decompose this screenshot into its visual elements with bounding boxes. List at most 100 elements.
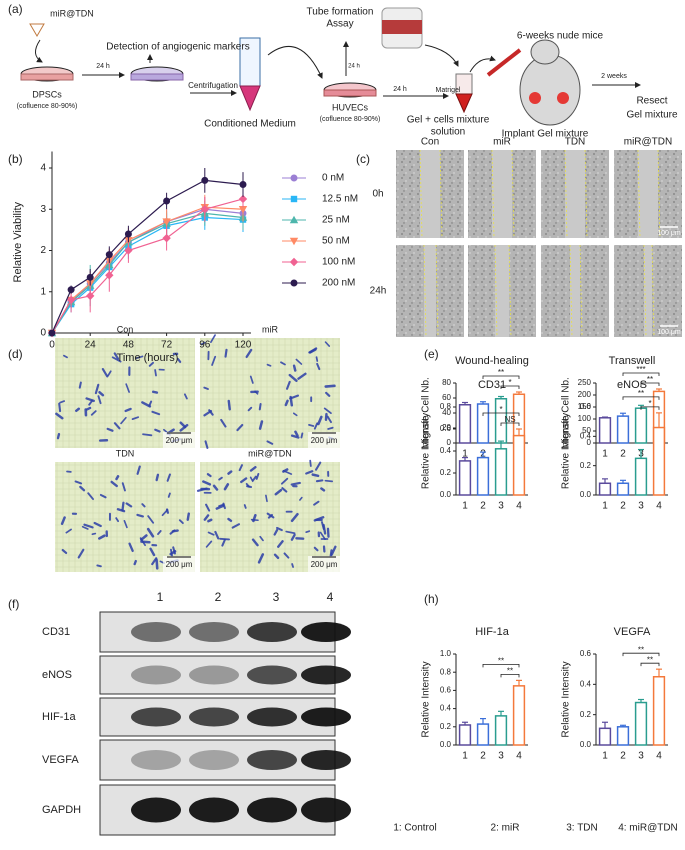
cell [125, 383, 130, 393]
significance-label: * [499, 405, 502, 414]
scratch-edge [637, 149, 641, 239]
cell [315, 479, 324, 483]
y-tick-label: 80 [442, 378, 451, 387]
cell [83, 523, 94, 529]
cell [309, 348, 317, 354]
cell [324, 384, 336, 388]
scratch-gap [420, 150, 440, 238]
syringe [486, 48, 522, 77]
cell [207, 531, 215, 536]
cell [186, 512, 190, 521]
y-tick-label: 3 [40, 204, 46, 215]
y-tick-label: 0.4 [440, 446, 452, 455]
scratch-edge [584, 149, 588, 239]
cell [313, 546, 319, 552]
schematic-label: (cofluence 80-90%) [320, 116, 381, 123]
dish [323, 89, 377, 97]
y-tick-label: 0 [40, 328, 46, 339]
cell [120, 416, 127, 425]
cell [313, 422, 319, 430]
cell [236, 423, 244, 432]
column-label: miR [493, 137, 511, 148]
bar [652, 676, 666, 746]
legend-label: 25 nM [322, 215, 350, 226]
blot-band [247, 707, 297, 727]
scale-label: 200 μm [166, 436, 193, 445]
schematic-label: Resect [636, 96, 667, 107]
blot-band [301, 665, 351, 685]
schematic-label: HUVECs [332, 102, 369, 112]
cell [308, 423, 315, 427]
transwell-image [55, 462, 195, 572]
scale-bg [308, 556, 340, 572]
cell [107, 370, 112, 377]
cell [313, 500, 320, 506]
y-tick-label: 0.6 [440, 424, 452, 433]
cell [249, 375, 254, 384]
marker [66, 295, 76, 305]
cell [224, 348, 228, 358]
cell [155, 473, 160, 482]
blot-band [189, 797, 239, 823]
cell [101, 368, 109, 378]
bar [494, 448, 508, 496]
schematic-label: (cofluence 80-90%) [17, 103, 78, 110]
group-legend: 4: miR@TDN [618, 823, 678, 834]
legend-marker [290, 279, 298, 287]
cell [141, 503, 146, 508]
schematic-label: 24 h [348, 64, 360, 70]
legend-label: 100 nM [322, 257, 355, 268]
cell [249, 476, 254, 483]
cell [169, 549, 177, 556]
cell [321, 521, 325, 530]
cell [265, 494, 268, 503]
series-line [51, 208, 244, 334]
cell [223, 483, 230, 491]
image-label: TDN [116, 448, 135, 458]
schematic-label: Gel + cells mixture [407, 115, 490, 126]
legend-marker [289, 257, 299, 267]
scale-label: 100 μm [657, 230, 681, 237]
cell [136, 465, 141, 475]
panel-label: (c) [356, 152, 370, 166]
cell [292, 364, 297, 372]
y-axis-label: Relative Intensity [561, 413, 572, 489]
panel-label: (d) [8, 347, 23, 361]
cell [203, 386, 209, 390]
blot-band [131, 622, 181, 642]
marker [124, 230, 132, 238]
cell [284, 399, 289, 407]
mouse-head [530, 39, 560, 65]
scratch-edge [423, 244, 427, 338]
cell [266, 512, 275, 519]
cell [316, 362, 321, 371]
marker [162, 218, 171, 226]
cell [273, 553, 280, 560]
blot-band [131, 750, 181, 770]
cell [121, 501, 125, 512]
scratch-edge [435, 244, 439, 338]
scale-label: 100 μm [657, 329, 681, 336]
scratch-gap [644, 245, 652, 337]
blot-band [189, 665, 239, 685]
cell [91, 532, 97, 536]
panel-label: (a) [8, 2, 23, 16]
cell [77, 548, 85, 559]
cell [79, 485, 86, 492]
bar [458, 724, 472, 746]
cell [251, 538, 259, 547]
x-tick-label: 3 [498, 501, 504, 512]
marker [238, 194, 248, 204]
cell [113, 352, 120, 360]
cell [157, 530, 162, 536]
cell [74, 480, 83, 485]
column-label: Con [421, 137, 439, 148]
schematic-label: DPSCs [32, 89, 62, 99]
cell [290, 533, 296, 541]
panel-label: (b) [8, 152, 23, 166]
significance-bracket [640, 406, 660, 410]
column-label: TDN [565, 137, 586, 148]
blot-band [131, 707, 181, 727]
cell [165, 508, 170, 514]
bar [458, 460, 472, 496]
